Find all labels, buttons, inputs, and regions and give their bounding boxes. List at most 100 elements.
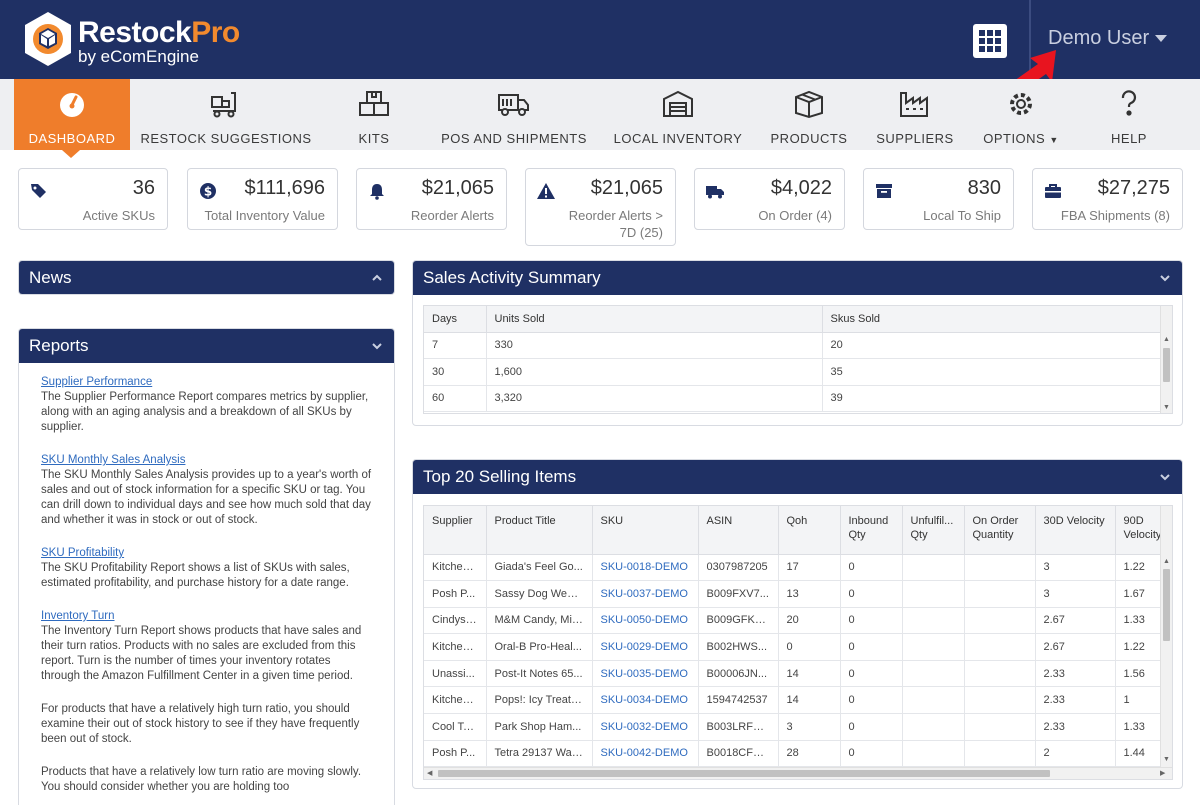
- table-cell: 20: [822, 332, 1161, 359]
- svg-text:$: $: [204, 185, 212, 199]
- table-cell: [902, 580, 965, 608]
- table-row[interactable]: 30 1,600 35: [424, 358, 1161, 386]
- restockpro-logo[interactable]: RestockPro by eComEngine: [22, 10, 242, 70]
- table-cell: Sassy Dog Wear...: [486, 580, 593, 608]
- top-selling-header[interactable]: Top 20 Selling Items: [413, 460, 1182, 494]
- table-row[interactable]: Kitchen... Pops!: Icy Treats... SKU-0034-D…: [424, 686, 1170, 715]
- sku-link[interactable]: SKU-0050-DEMO: [592, 607, 699, 635]
- chevron-down-icon: ▼: [1049, 135, 1059, 145]
- chevron-down-icon[interactable]: [370, 339, 384, 353]
- stat-card-reorder-alerts-7d[interactable]: $21,065 Reorder Alerts >7D (25): [525, 168, 676, 246]
- nav-dashboard[interactable]: DASHBOARD: [14, 79, 130, 150]
- sales-activity-table: Days Units Sold Skus Sold 7 330 20 30 1,…: [424, 306, 1161, 412]
- table-row[interactable]: Cindys ... M&M Candy, Mil... SKU-0050-DEMO…: [424, 607, 1170, 635]
- column-header[interactable]: Units Sold: [486, 306, 823, 333]
- nav-local-inventory[interactable]: LOCAL INVENTORY: [610, 79, 746, 150]
- column-header[interactable]: Skus Sold: [822, 306, 1161, 333]
- scroll-up-icon[interactable]: ▲: [1163, 336, 1170, 343]
- table-cell: [902, 660, 965, 688]
- user-menu[interactable]: Demo User: [1048, 27, 1168, 50]
- vertical-scrollbar[interactable]: ▲ ▼: [1160, 306, 1172, 413]
- stat-card-on-order[interactable]: $4,022 On Order (4): [694, 168, 845, 230]
- scroll-down-icon[interactable]: ▼: [1163, 404, 1170, 411]
- table-cell: Unassi...: [424, 660, 487, 688]
- report-link-supplier-performance[interactable]: Supplier Performance: [41, 376, 153, 388]
- nav-pos-and-shipments[interactable]: POS AND SHIPMENTS: [436, 79, 592, 150]
- sku-link[interactable]: SKU-0042-DEMO: [592, 740, 699, 768]
- table-cell: Oral-B Pro-Heal...: [486, 633, 593, 661]
- table-cell: [964, 686, 1036, 715]
- column-header[interactable]: ASIN: [698, 506, 779, 555]
- top-selling-panel: Top 20 Selling Items Supplier Product Ti…: [412, 459, 1183, 789]
- table-row[interactable]: Posh P... Tetra 29137 Wat... SKU-0042-DEMO…: [424, 740, 1170, 768]
- nav-kits[interactable]: KITS: [334, 79, 414, 150]
- stat-card-reorder-alerts[interactable]: $21,065 Reorder Alerts: [356, 168, 507, 230]
- table-cell: 0: [840, 686, 903, 715]
- sku-link[interactable]: SKU-0035-DEMO: [592, 660, 699, 688]
- stat-card-fba-shipments[interactable]: $27,275 FBA Shipments (8): [1032, 168, 1183, 230]
- column-header[interactable]: Days: [424, 306, 487, 333]
- column-header[interactable]: Unfulfil... Qty: [902, 506, 965, 555]
- sku-link[interactable]: SKU-0037-DEMO: [592, 580, 699, 608]
- scroll-left-icon[interactable]: ◀: [427, 770, 433, 777]
- report-link-inventory-turn[interactable]: Inventory Turn: [41, 610, 115, 622]
- table-cell: 35: [822, 358, 1161, 386]
- chevron-down-icon[interactable]: [1158, 470, 1172, 484]
- stat-card-local-to-ship[interactable]: 830 Local To Ship: [863, 168, 1014, 230]
- table-cell: 1,600: [486, 358, 823, 386]
- table-cell: B003LRFD...: [698, 713, 779, 741]
- sku-link[interactable]: SKU-0029-DEMO: [592, 633, 699, 661]
- table-row[interactable]: Unassi... Post-It Notes 65... SKU-0035-DEM…: [424, 660, 1170, 688]
- table-row[interactable]: Posh P... Sassy Dog Wear... SKU-0037-DEMO B…: [424, 580, 1170, 608]
- news-panel-header[interactable]: News: [19, 261, 394, 294]
- chevron-up-icon[interactable]: [370, 271, 384, 285]
- news-panel-title: News: [29, 268, 72, 287]
- apps-grid-icon[interactable]: [973, 24, 1007, 58]
- column-header[interactable]: On Order Quantity: [964, 506, 1036, 555]
- table-cell: [902, 633, 965, 661]
- nav-products[interactable]: PRODUCTS: [766, 79, 852, 150]
- table-row[interactable]: 7 330 20: [424, 332, 1161, 359]
- sku-link[interactable]: SKU-0032-DEMO: [592, 713, 699, 741]
- table-row[interactable]: Cool To... Park Shop Ham... SKU-0032-DEMO B…: [424, 713, 1170, 741]
- table-cell: [902, 554, 965, 582]
- table-cell: 0307987205: [698, 554, 779, 582]
- column-header[interactable]: Qoh: [778, 506, 841, 555]
- column-header[interactable]: 30D Velocity: [1035, 506, 1116, 555]
- scroll-up-icon[interactable]: ▲: [1163, 558, 1170, 565]
- sku-link[interactable]: SKU-0018-DEMO: [592, 554, 699, 582]
- table-cell: 3: [1035, 554, 1116, 582]
- sku-link[interactable]: SKU-0034-DEMO: [592, 686, 699, 715]
- nav-help[interactable]: HELP: [1086, 79, 1172, 150]
- report-description: The Inventory Turn Report shows products…: [41, 625, 362, 682]
- chevron-down-icon[interactable]: [1158, 271, 1172, 285]
- table-row[interactable]: Kitchen... Oral-B Pro-Heal... SKU-0029-DEM…: [424, 633, 1170, 661]
- report-link-sku-monthly-sales[interactable]: SKU Monthly Sales Analysis: [41, 454, 186, 466]
- scroll-thumb[interactable]: [1163, 348, 1170, 382]
- stat-card-total-inventory-value[interactable]: $ $111,696 Total Inventory Value: [187, 168, 338, 230]
- column-header[interactable]: SKU: [592, 506, 699, 555]
- sales-activity-header[interactable]: Sales Activity Summary: [413, 261, 1182, 295]
- top-selling-title: Top 20 Selling Items: [423, 467, 577, 486]
- nav-suppliers[interactable]: SUPPLIERS: [872, 79, 958, 150]
- stat-card-active-skus[interactable]: 36 Active SKUs: [18, 168, 168, 230]
- column-header[interactable]: Supplier: [424, 506, 487, 555]
- table-row[interactable]: 60 3,320 39: [424, 385, 1161, 412]
- reports-panel-header[interactable]: Reports: [19, 329, 394, 363]
- nav-options[interactable]: OPTIONS ▼: [978, 79, 1064, 150]
- scroll-thumb[interactable]: [438, 770, 1050, 777]
- column-header[interactable]: Inbound Qty: [840, 506, 903, 555]
- scroll-down-icon[interactable]: ▼: [1163, 756, 1170, 763]
- nav-restock-suggestions[interactable]: RESTOCK SUGGESTIONS: [140, 79, 312, 150]
- column-header[interactable]: Product Title: [486, 506, 593, 555]
- table-row[interactable]: Kitchen... Giada's Feel Go... SKU-0018-DEM…: [424, 554, 1170, 582]
- table-cell: 0: [840, 607, 903, 635]
- scroll-thumb[interactable]: [1163, 569, 1170, 641]
- report-link-sku-profitability[interactable]: SKU Profitability: [41, 547, 125, 559]
- vertical-scrollbar[interactable]: ▲ ▼: [1160, 506, 1172, 769]
- horizontal-scrollbar[interactable]: ◀ ▶: [424, 767, 1172, 779]
- scroll-right-icon[interactable]: ▶: [1160, 770, 1166, 777]
- tag-icon: [31, 184, 46, 198]
- table-cell: 2.67: [1035, 607, 1116, 635]
- top-selling-table: Supplier Product Title SKU ASIN Qoh Inbo…: [424, 506, 1170, 768]
